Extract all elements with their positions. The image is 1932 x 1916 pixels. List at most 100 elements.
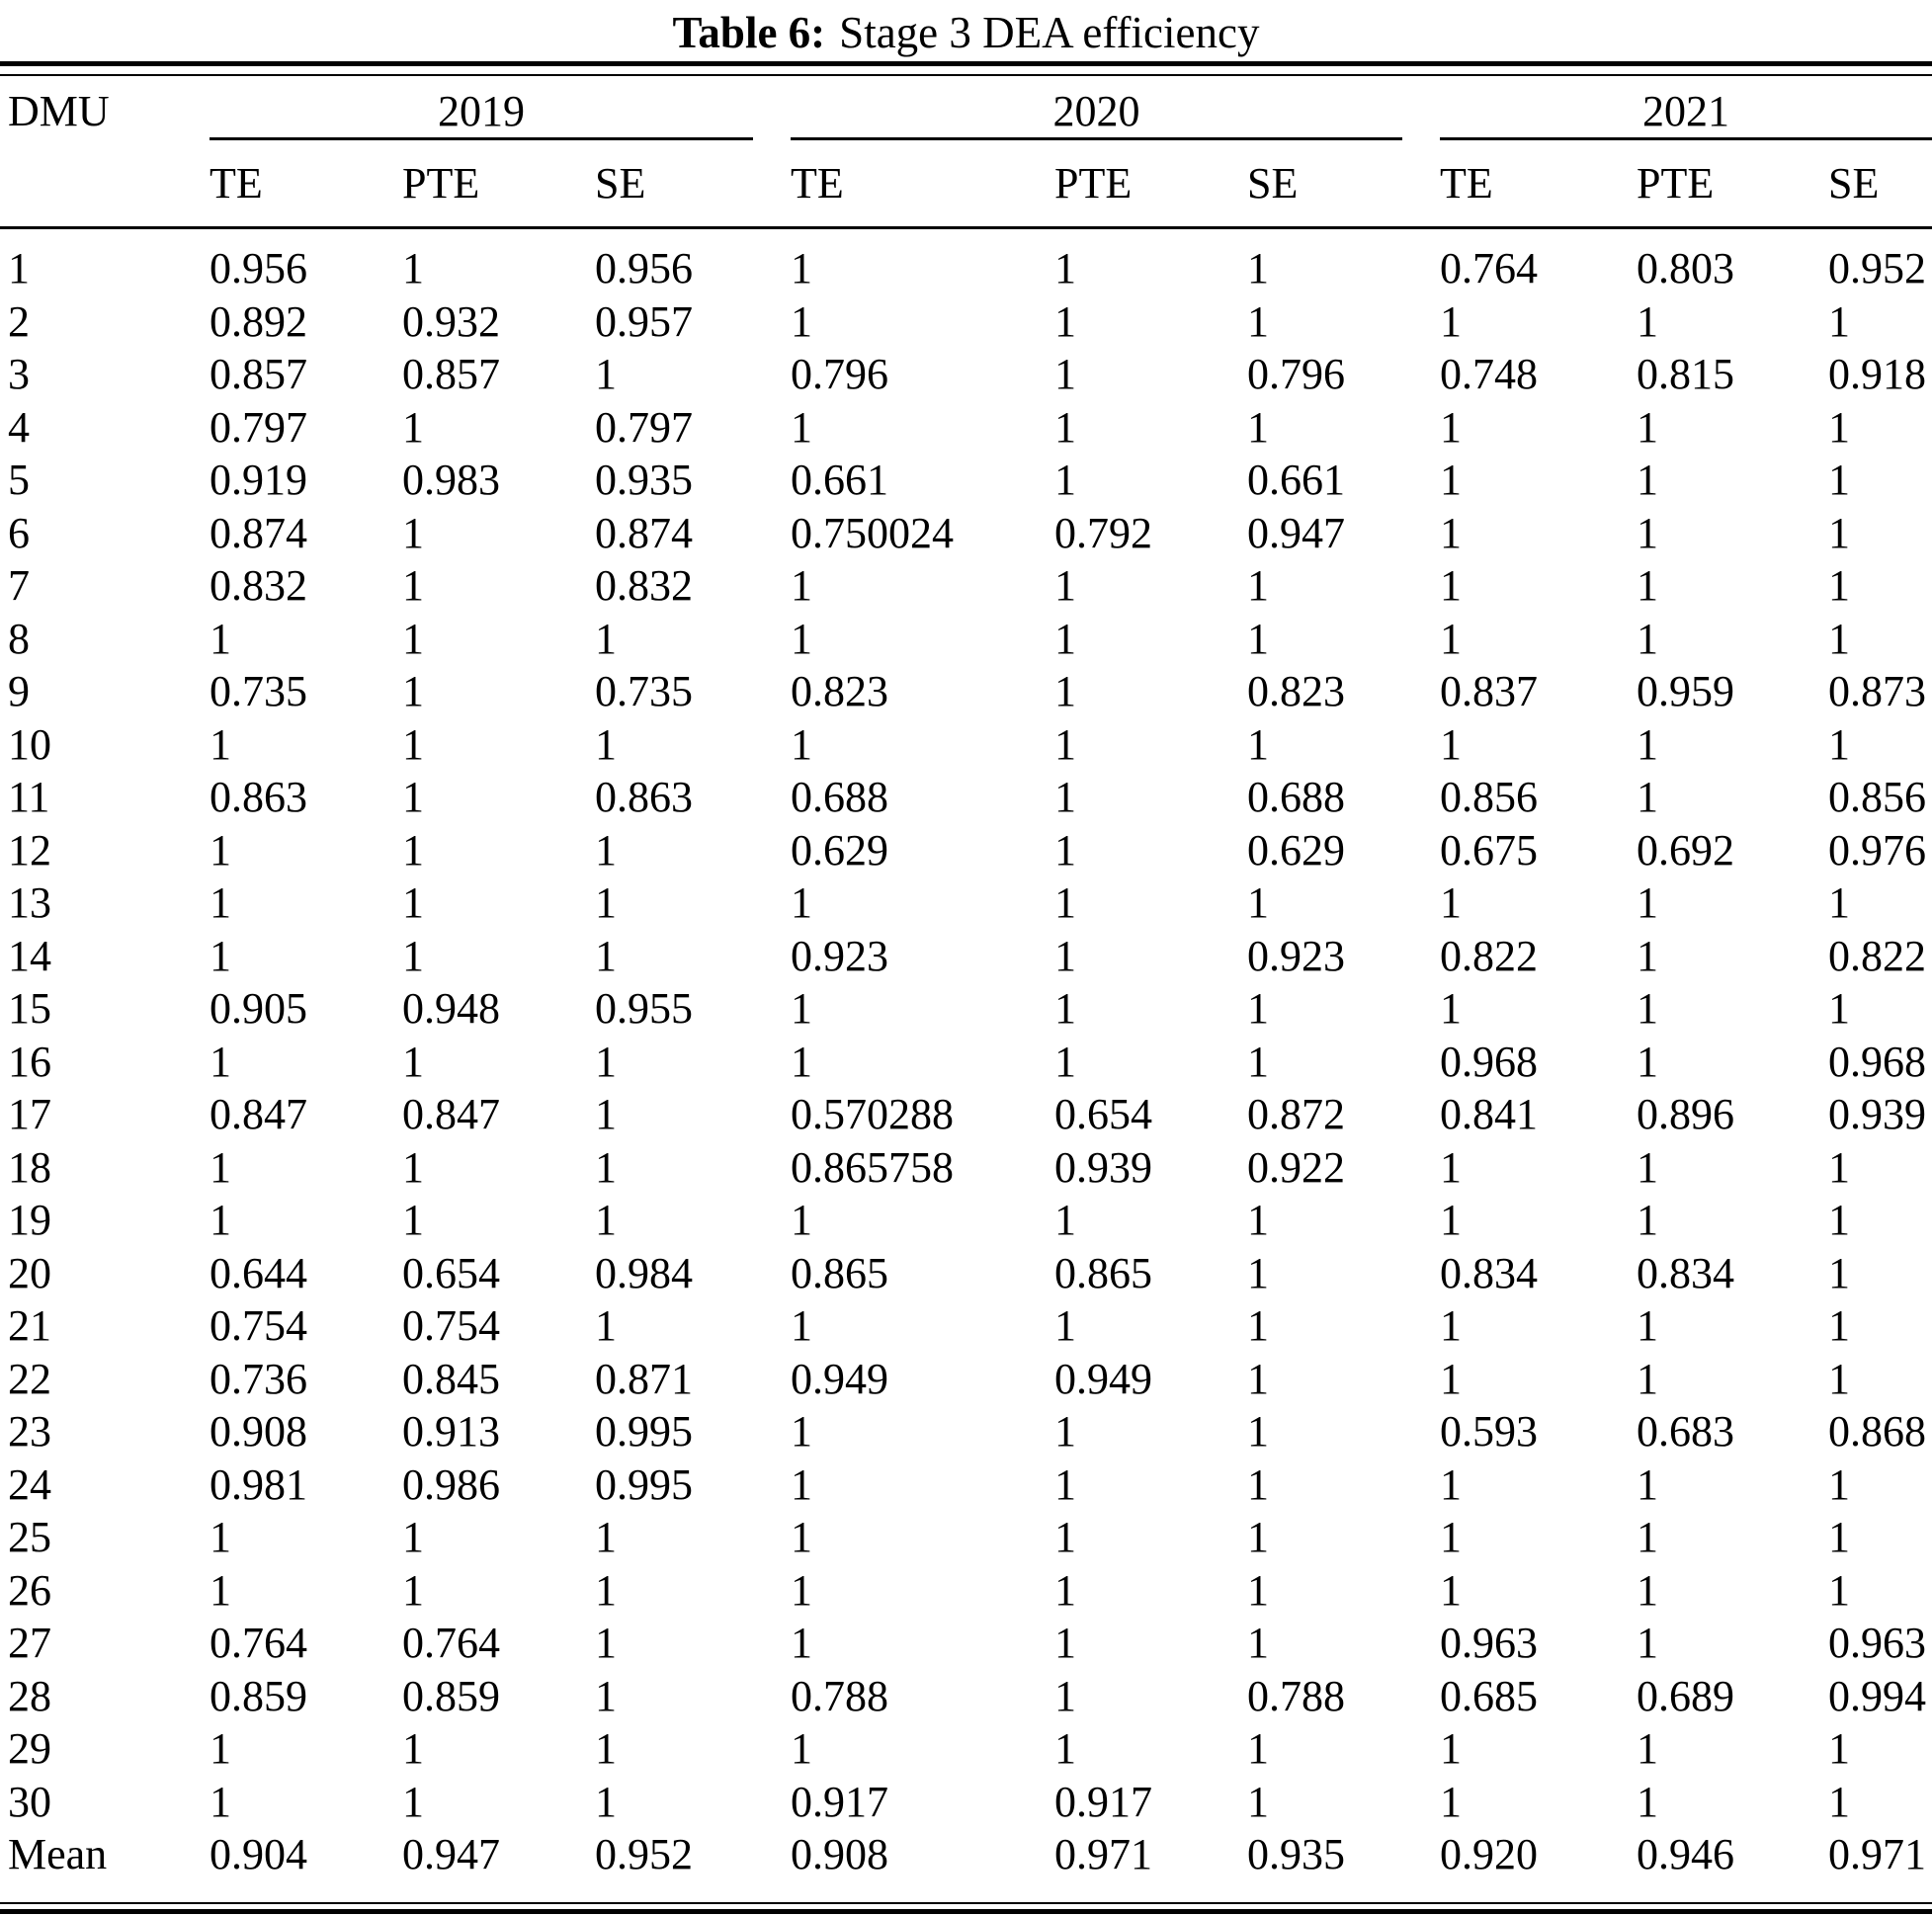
value-cell: 1 [1247,1777,1269,1826]
dmu-cell: 12 [8,825,51,875]
value-cell: 0.874 [210,508,307,557]
value-cell: 0.874 [595,508,693,557]
value-cell: 1 [1440,1196,1462,1244]
value-cell: 1 [1054,402,1076,452]
value-cell: 0.735 [210,667,307,715]
value-cell: 1 [1828,878,1850,927]
value-cell: 1 [1054,456,1076,504]
value-cell: 0.871 [595,1354,693,1403]
dmu-cell: 22 [8,1354,51,1403]
value-cell: 1 [791,561,812,610]
value-cell: 1 [1637,402,1658,452]
value-cell: 0.764 [1440,244,1538,292]
value-cell: 1 [1054,1196,1076,1244]
value-cell: 0.788 [1247,1671,1345,1720]
value-cell: 1 [595,878,617,927]
column-header-dmu: DMU [8,87,110,135]
year-header-2021: 2021 [1440,76,1932,140]
bottom-rule-heavy [0,1908,1932,1914]
value-cell: 1 [1637,1513,1658,1561]
value-cell: 0.796 [791,350,888,398]
value-cell: 0.873 [1828,667,1926,715]
table-row: 8 1 1 1 1 1 1 1 1 1 [0,613,1932,666]
value-cell: 0.685 [1440,1671,1538,1720]
value-cell: 1 [595,1565,617,1615]
value-cell: 1 [1637,1301,1658,1350]
value-cell: 0.754 [402,1301,500,1350]
value-cell: 1 [1828,1724,1850,1773]
value-cell: 1 [595,1513,617,1561]
value-cell: 0.797 [595,402,693,452]
value-cell: 1 [791,719,812,769]
dmu-cell: 23 [8,1407,51,1456]
value-cell: 0.847 [402,1090,500,1138]
value-cell: 1 [791,1565,812,1615]
value-cell: 0.868 [1828,1407,1926,1456]
value-cell: 1 [1637,931,1658,980]
value-cell: 1 [1637,719,1658,769]
value-cell: 0.984 [595,1248,693,1297]
value-cell: 1 [402,719,424,769]
value-cell: 0.865 [1054,1248,1152,1297]
value-cell: 1 [1440,1565,1462,1615]
value-cell: 1 [791,402,812,452]
column-header-2020-se: SE [1247,159,1299,208]
value-cell: 1 [402,1196,424,1244]
value-cell: 1 [210,614,231,663]
value-cell: 1 [791,1459,812,1509]
dmu-cell: 15 [8,984,51,1033]
dmu-cell: 24 [8,1459,51,1509]
dmu-cell: 9 [8,667,30,715]
value-cell: 1 [791,1407,812,1456]
value-cell: 1 [1637,508,1658,557]
table-caption-text: Stage 3 DEA efficiency [839,8,1260,57]
value-cell: 1 [791,296,812,346]
value-cell: 0.995 [595,1459,693,1509]
table-body: 1 0.956 1 0.956 1 1 1 0.764 0.803 0.952 … [0,229,1932,1881]
value-cell: 1 [791,1196,812,1244]
value-cell: 1 [1054,1301,1076,1350]
dmu-cell: 8 [8,614,30,663]
value-cell: 1 [595,1301,617,1350]
value-cell: 1 [1637,614,1658,663]
year-header-2019: 2019 [210,76,753,140]
value-cell: 1 [402,878,424,927]
value-cell: 0.935 [1247,1830,1345,1878]
value-cell: 1 [791,1037,812,1086]
dmu-cell: 14 [8,931,51,980]
value-cell: 1 [1637,1565,1658,1615]
dmu-cell: 11 [8,773,50,821]
value-cell: 1 [595,1671,617,1720]
value-cell: 1 [1637,1777,1658,1826]
value-cell: 1 [595,719,617,769]
dmu-cell: 13 [8,878,51,927]
value-cell: 1 [1637,1196,1658,1244]
value-cell: 1 [595,931,617,980]
value-cell: 0.856 [1440,773,1538,821]
value-cell: 1 [402,667,424,715]
value-cell: 0.908 [791,1830,888,1878]
value-cell: 1 [595,614,617,663]
table-row: 9 0.735 1 0.735 0.823 1 0.823 0.837 0.95… [0,665,1932,718]
value-cell: 1 [402,1142,424,1192]
value-cell: 0.932 [402,296,500,346]
dmu-cell: 1 [8,244,30,292]
value-cell: 0.981 [210,1459,307,1509]
value-cell: 1 [791,1619,812,1667]
value-cell: 0.688 [791,773,888,821]
value-cell: 1 [402,825,424,875]
table-row: 3 0.857 0.857 1 0.796 1 0.796 0.748 0.81… [0,348,1932,401]
bottom-rules [0,1901,1932,1914]
table-row: 4 0.797 1 0.797 1 1 1 1 1 1 [0,401,1932,455]
column-header-2021-se: SE [1828,159,1880,208]
value-cell: 0.957 [595,296,693,346]
value-cell: 1 [595,825,617,875]
value-cell: 1 [210,1724,231,1773]
value-cell: 0.963 [1440,1619,1538,1667]
column-header-2020-te: TE [791,159,844,208]
table-row: Mean 0.904 0.947 0.952 0.908 0.971 0.935… [0,1828,1932,1881]
value-cell: 0.865 [791,1248,888,1297]
table-row: 26 1 1 1 1 1 1 1 1 1 [0,1564,1932,1618]
value-cell: 0.644 [210,1248,307,1297]
value-cell: 0.917 [1054,1777,1152,1826]
